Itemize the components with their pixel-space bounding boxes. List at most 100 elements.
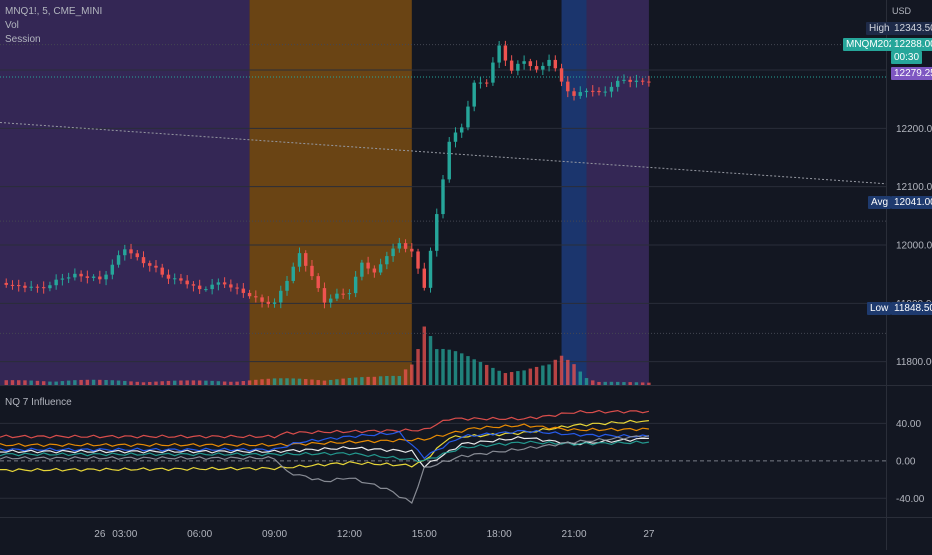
time-tick-label: 03:00 <box>112 529 137 540</box>
volume-bar <box>634 382 639 385</box>
candle-body <box>229 284 233 288</box>
candle-body <box>347 293 352 295</box>
indicator-session[interactable]: Session <box>5 34 41 45</box>
volume-bar <box>366 376 370 385</box>
candle-body <box>460 127 464 133</box>
candle-body <box>297 253 302 267</box>
volume-bar <box>116 380 121 385</box>
candle-body <box>73 273 77 278</box>
candle-body <box>441 179 445 215</box>
candle-body <box>522 61 526 64</box>
candle-body <box>640 80 645 82</box>
volume-bar <box>466 356 470 385</box>
influence-series-line <box>0 409 650 439</box>
candle-body <box>35 286 40 288</box>
volume-bar <box>73 380 77 385</box>
candle-body <box>553 59 558 69</box>
candle-body <box>647 81 651 83</box>
volume-bar <box>197 380 202 385</box>
volume-bar <box>123 380 127 385</box>
candle-body <box>584 90 589 93</box>
volume-bar <box>297 378 302 385</box>
price-levels <box>0 44 886 334</box>
price-tick-label: 12000.00 <box>896 241 932 252</box>
candles <box>4 40 651 309</box>
candle-body <box>322 288 327 303</box>
volume-bar <box>528 368 533 385</box>
candle-body <box>104 274 108 280</box>
symbol-title[interactable]: MNQ1!, 5, CME_MINI <box>5 6 103 17</box>
volume-bar <box>172 380 177 385</box>
currency-label: USD <box>892 6 912 16</box>
low-value: 11848.50 <box>891 302 932 315</box>
candle-body <box>547 59 551 66</box>
volume-bar <box>622 382 626 385</box>
volume-bar <box>247 380 252 385</box>
influence-series-line <box>0 423 649 448</box>
candle-body <box>148 263 152 266</box>
volume-bar <box>110 380 115 385</box>
volume-bar <box>304 379 308 385</box>
trend-line-segment <box>0 122 887 185</box>
volume-bar <box>397 376 402 385</box>
candle-body <box>628 79 632 82</box>
candle-body <box>179 278 183 281</box>
candle-body <box>185 280 189 285</box>
avg-tag: Avg <box>868 196 892 209</box>
candle-body <box>491 62 495 83</box>
time-tick-label: 26 <box>94 529 106 540</box>
volume-bar <box>522 370 526 385</box>
indicator-pane-title[interactable]: NQ 7 Influence <box>5 397 72 408</box>
volume-bar <box>222 381 227 385</box>
influence-series-line <box>0 440 649 463</box>
volume-bar <box>235 381 239 385</box>
price-tick-label: 12200.00 <box>896 124 932 135</box>
volume-bar <box>615 381 620 385</box>
candle-body <box>29 286 33 288</box>
candle-body <box>210 284 214 290</box>
influence-series-line <box>0 436 649 469</box>
volume-bar <box>484 364 489 385</box>
volume-bar <box>185 380 189 385</box>
candle-body <box>622 79 626 81</box>
candle-body <box>416 251 420 269</box>
volume-bar <box>60 381 65 385</box>
volume-bar <box>316 380 320 385</box>
volume-bar <box>435 349 439 385</box>
volume-bar <box>191 380 196 385</box>
volume-bar <box>478 362 483 385</box>
indicator-tick-label: 40.00 <box>896 419 921 430</box>
volume-bar <box>41 381 46 385</box>
candle-body <box>60 278 65 280</box>
volume-bar <box>391 375 395 385</box>
volume-bar <box>204 380 208 385</box>
candle-body <box>135 253 139 258</box>
volume-bar <box>428 336 433 385</box>
candle-body <box>391 248 395 257</box>
time-tick-label: 09:00 <box>262 529 287 540</box>
low-tag: Low <box>867 302 892 315</box>
volume-bars <box>4 326 651 385</box>
volume-bar <box>347 377 352 385</box>
volume-bar <box>98 379 102 385</box>
volume-bar <box>216 381 221 385</box>
candle-body <box>54 279 58 286</box>
indicator-tick-label: 0.00 <box>896 456 916 467</box>
influence-lines <box>0 409 650 504</box>
candle-body <box>484 82 489 84</box>
candle-body <box>110 264 115 275</box>
candle-body <box>10 284 15 286</box>
candle-body <box>266 301 271 304</box>
volume-bar <box>129 381 133 385</box>
volume-bar <box>154 381 158 385</box>
high-value: 12343.50 <box>891 22 932 35</box>
price-tick-label: 11800.00 <box>896 357 932 368</box>
volume-bar <box>609 381 614 385</box>
volume-bar <box>79 379 83 385</box>
indicator-vol[interactable]: Vol <box>5 20 19 31</box>
candle-body <box>160 267 164 275</box>
candle-body <box>534 66 539 70</box>
candle-body <box>204 289 208 291</box>
